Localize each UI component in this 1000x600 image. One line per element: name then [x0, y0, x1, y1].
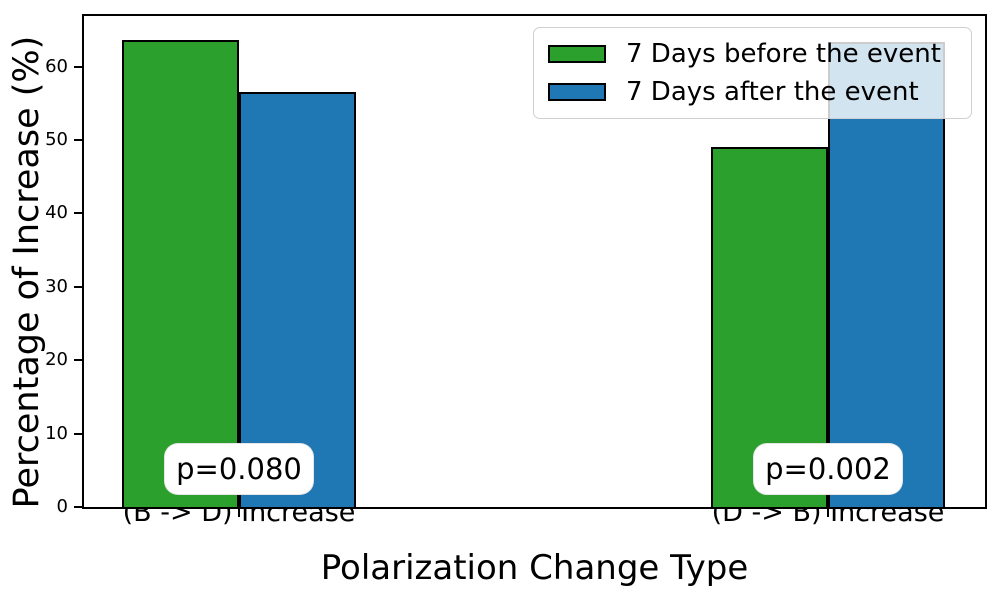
y-axis-label: Percentage of Increase (%): [7, 35, 47, 509]
y-tick-mark-20: [74, 359, 82, 362]
p-value-annotation-b-d-increase: p=0.080: [164, 443, 314, 495]
y-tick-mark-40: [74, 212, 82, 215]
y-tick-label-50: 50: [45, 129, 68, 151]
bar-7-days-before-the-event-b-d-increase: [122, 40, 239, 507]
bar-7-days-after-the-event-d-b-increase: [828, 42, 945, 507]
x-axis-label: Polarization Change Type: [320, 548, 749, 588]
legend-item-7-days-before-the-event: 7 Days before the event: [548, 39, 957, 69]
legend-swatch-7-days-before-the-event: [548, 45, 606, 63]
y-tick-mark-50: [74, 139, 82, 142]
bar-7-days-after-the-event-b-d-increase: [239, 91, 356, 507]
x-tick-mark-b-d-increase: [238, 509, 240, 517]
y-tick-label-20: 20: [45, 349, 68, 371]
y-tick-label-0: 0: [56, 496, 68, 517]
legend-swatch-7-days-after-the-event: [548, 83, 606, 101]
y-tick-label-40: 40: [45, 202, 68, 224]
legend: 7 Days before the event 7 Days after the …: [533, 27, 972, 119]
y-tick-label-30: 30: [45, 275, 68, 297]
p-value-annotation-d-b-increase: p=0.002: [753, 443, 903, 495]
x-tick-mark-d-b-increase: [827, 509, 829, 517]
y-tick-mark-0: [74, 506, 82, 508]
y-tick-label-60: 60: [45, 55, 68, 77]
legend-item-7-days-after-the-event: 7 Days after the event: [548, 77, 957, 107]
y-tick-mark-60: [74, 65, 82, 68]
legend-label-7-days-after-the-event: 7 Days after the event: [626, 77, 919, 107]
legend-label-7-days-before-the-event: 7 Days before the event: [626, 39, 941, 69]
y-tick-label-10: 10: [45, 422, 68, 444]
y-tick-mark-10: [74, 432, 82, 435]
y-tick-mark-30: [74, 285, 82, 288]
plot-area: 7 Days before the event 7 Days after the …: [45, 14, 987, 517]
